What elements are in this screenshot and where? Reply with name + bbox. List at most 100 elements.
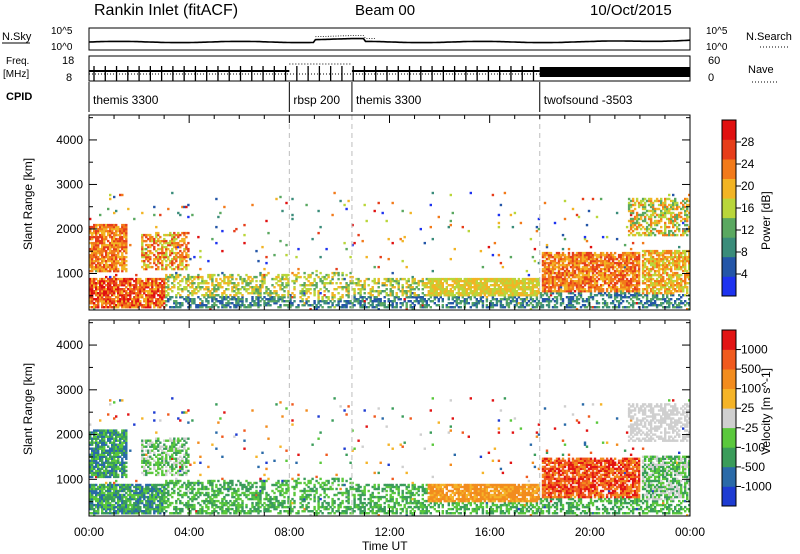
power-cell bbox=[655, 199, 659, 203]
power-cell bbox=[179, 243, 182, 247]
power-cell bbox=[587, 255, 591, 259]
power-cell bbox=[101, 282, 104, 285]
power-cell bbox=[565, 267, 569, 271]
power-cell bbox=[363, 292, 366, 295]
power-cell bbox=[173, 306, 176, 309]
power-cell bbox=[664, 249, 667, 253]
power-cell bbox=[323, 290, 326, 293]
power-cell bbox=[179, 261, 182, 265]
power-cell bbox=[115, 237, 118, 241]
power-cell bbox=[613, 290, 617, 293]
power-cell bbox=[649, 290, 653, 293]
power-cell bbox=[421, 298, 424, 301]
power-cell bbox=[637, 213, 641, 217]
power-cell bbox=[133, 306, 136, 309]
power-cell bbox=[265, 292, 268, 295]
power-cell bbox=[99, 288, 102, 291]
power-cell bbox=[489, 304, 493, 307]
power-cell bbox=[213, 284, 216, 287]
power-cell bbox=[291, 292, 294, 295]
power-cell bbox=[595, 259, 599, 263]
power-cell bbox=[147, 257, 150, 261]
power-cell bbox=[485, 284, 489, 287]
power-cell bbox=[181, 239, 184, 243]
power-cell bbox=[109, 302, 112, 305]
power-cell bbox=[273, 302, 276, 305]
power-cell bbox=[193, 288, 196, 291]
power-cell bbox=[507, 298, 511, 301]
power-cell bbox=[535, 282, 539, 285]
power-cell bbox=[333, 296, 336, 299]
power-cell bbox=[167, 294, 170, 297]
power-cell bbox=[597, 259, 601, 263]
power-cell bbox=[213, 302, 216, 305]
power-cell bbox=[237, 298, 240, 301]
power-cell bbox=[527, 294, 531, 297]
power-cell bbox=[303, 275, 306, 279]
velocity-cell bbox=[89, 497, 92, 501]
power-cell bbox=[553, 221, 557, 225]
power-cell bbox=[686, 273, 689, 277]
power-cell bbox=[509, 282, 513, 285]
power-cell bbox=[678, 227, 681, 231]
power-cell bbox=[684, 279, 687, 283]
power-cell bbox=[151, 300, 154, 303]
power-cell bbox=[407, 279, 410, 283]
power-cell bbox=[155, 231, 158, 235]
power-cell bbox=[547, 290, 551, 293]
power-cell bbox=[105, 245, 108, 249]
power-cell bbox=[341, 286, 344, 289]
power-cell bbox=[533, 286, 537, 289]
power-cell bbox=[267, 292, 270, 295]
power-cell bbox=[197, 282, 200, 285]
power-cell bbox=[629, 221, 633, 225]
power-cell bbox=[243, 304, 246, 307]
power-cell bbox=[625, 257, 629, 261]
power-cell bbox=[553, 290, 557, 293]
power-cell bbox=[680, 290, 683, 293]
power-cell bbox=[141, 286, 144, 289]
power-cell bbox=[105, 223, 108, 227]
power-cell bbox=[523, 306, 527, 309]
power-cell bbox=[337, 286, 340, 289]
power-cell bbox=[621, 277, 625, 281]
power-cell bbox=[585, 269, 589, 273]
power-cell bbox=[517, 279, 521, 283]
power-cell bbox=[579, 279, 583, 283]
power-cell bbox=[193, 275, 196, 279]
power-cell bbox=[591, 296, 595, 299]
power-cell bbox=[647, 209, 651, 213]
power-cell bbox=[653, 215, 657, 219]
power-cell bbox=[237, 290, 240, 293]
power-cell bbox=[655, 197, 659, 201]
power-cell bbox=[153, 306, 156, 309]
power-cell bbox=[637, 279, 641, 283]
power-cell bbox=[569, 306, 573, 309]
power-cell bbox=[147, 286, 150, 289]
power-cell bbox=[341, 304, 344, 307]
power-cell bbox=[509, 284, 513, 287]
power-cell bbox=[97, 263, 100, 267]
power-cell bbox=[549, 282, 553, 285]
velocity-cell bbox=[95, 439, 98, 442]
power-cell bbox=[565, 279, 569, 283]
power-cell bbox=[313, 277, 316, 281]
power-cell bbox=[688, 263, 691, 267]
power-cell bbox=[133, 284, 136, 287]
power-cell bbox=[373, 300, 376, 303]
power-cell bbox=[666, 302, 669, 305]
power-cell bbox=[449, 302, 452, 305]
power-cell bbox=[579, 306, 583, 309]
power-cell bbox=[205, 300, 208, 303]
power-cell bbox=[631, 273, 635, 277]
power-cell bbox=[165, 282, 168, 285]
power-cell bbox=[533, 279, 537, 283]
power-cell bbox=[389, 292, 392, 295]
power-cell bbox=[573, 290, 577, 293]
power-cell bbox=[385, 292, 388, 295]
power-cell bbox=[637, 282, 641, 285]
power-cell bbox=[201, 300, 204, 303]
power-cell bbox=[121, 267, 124, 271]
power-cell bbox=[583, 267, 587, 271]
power-cell bbox=[641, 205, 645, 209]
